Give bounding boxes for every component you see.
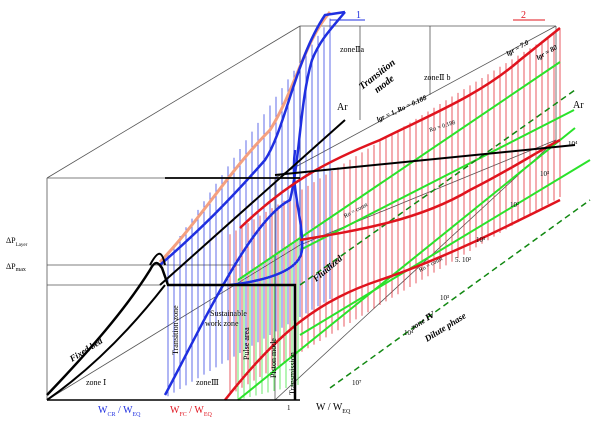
- curve-marker-1: 1: [356, 10, 361, 21]
- zone-i-label: zone Ⅰ: [86, 378, 106, 387]
- ar-tick: 10³: [440, 294, 449, 302]
- ar-tick: 5. 10²: [455, 256, 471, 264]
- red-curve-mid: [299, 138, 561, 242]
- green-hatching: [237, 240, 299, 400]
- fixed-bed-label: Fixed bed: [67, 335, 105, 364]
- ar-tick: 10⁷: [352, 379, 362, 387]
- red-curve-upper: [239, 27, 561, 229]
- zone-iii-label: zoneⅢ: [196, 378, 219, 387]
- black-dip-curve: [149, 252, 166, 266]
- transition-zone-label: Transition zone: [171, 305, 180, 355]
- ar-tick: 10⁴: [404, 329, 414, 337]
- ar-axis-right: [274, 144, 576, 176]
- diagram-frame: [46, 25, 557, 401]
- ar-tick: 10³: [476, 236, 485, 244]
- black-lower-curve: [46, 284, 166, 401]
- fixed-bed-curve: [46, 261, 297, 400]
- x-one-label: 1: [287, 404, 291, 412]
- ar-axis-left: [159, 119, 346, 286]
- piston-mode-label: Piston mode: [269, 338, 278, 378]
- fluidized-label: Fluidized: [310, 253, 344, 284]
- green-lines: [237, 61, 591, 401]
- y-max-label: ΔPmax: [6, 262, 26, 273]
- y-axis-label: ΔPLayer: [6, 236, 28, 248]
- blue-curve-upper: [159, 10, 346, 266]
- ar-tick: 10⁴: [568, 140, 578, 148]
- green-dashed: [299, 89, 591, 389]
- ar-label-left: Ar: [337, 102, 348, 113]
- wcr-label: WCR / WEQ: [98, 405, 141, 418]
- sustainable-label: Sustainable work zone: [205, 309, 247, 328]
- ar-tick: 10³: [540, 170, 549, 178]
- transmission-label: Transmission: [288, 352, 297, 395]
- x-axis-label: W / WEQ: [316, 402, 351, 415]
- transition-mode-label: Transitionmode: [357, 57, 405, 102]
- wfc-label: WFC / WEQ: [170, 405, 213, 418]
- red-curve-lower: [224, 198, 561, 401]
- zone-iib-label: zoneⅡ b: [424, 73, 451, 82]
- ar-tick: 10²: [510, 201, 519, 209]
- zone-iia-label: zoneⅡa: [340, 45, 365, 54]
- pulse-area-label: Pulse area: [242, 327, 251, 360]
- ar-label-right: Ar: [573, 100, 584, 111]
- ar-ticks: 10⁴ 10³ 10² 10³ 5. 10² 10³ 10⁴ 10⁷: [352, 140, 578, 387]
- curve-marker-2: 2: [521, 10, 526, 21]
